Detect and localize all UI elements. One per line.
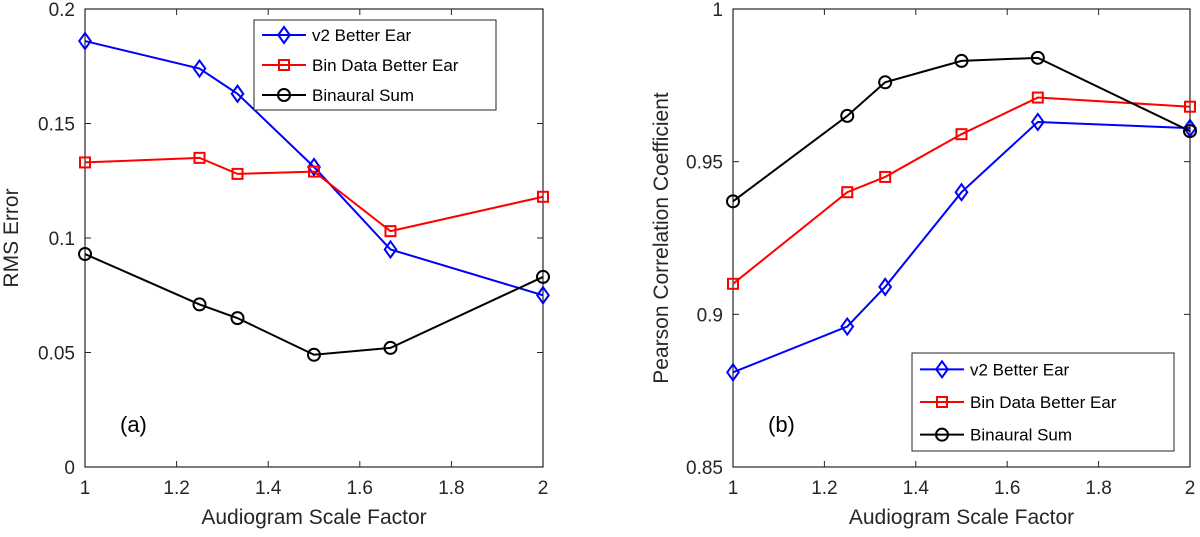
y-tick-label: 0.1 [49, 229, 75, 250]
legend-swatch-marker [936, 396, 948, 408]
data-point [726, 194, 740, 209]
chart-panel-2: 1 1.2 1.4 1.6 1.8 2 0.85 0.9 0.95 1 Audiogram Scal… [650, 0, 1197, 529]
legend-entry: v2 Better Ear [312, 26, 412, 45]
x-tick-label: 1.2 [811, 478, 837, 499]
x-tick-label: 1.4 [255, 478, 282, 499]
data-point [230, 84, 245, 104]
legend-entry: Binaural Sum [312, 86, 414, 105]
data-point [536, 269, 550, 284]
data-point [878, 75, 893, 90]
y-tick-label: 1 [712, 0, 723, 21]
data-point [79, 156, 91, 169]
x-tick-label: 1.2 [163, 478, 189, 499]
x-tick-label: 1 [728, 478, 739, 499]
y-axis-label: Pearson Correlation Coefficient [650, 92, 673, 384]
legend-swatch-marker [278, 59, 290, 71]
data-point [1184, 100, 1196, 113]
legend-entry: v2 Better Ear [970, 360, 1070, 379]
x-tick-label: 1.8 [438, 478, 464, 499]
y-tick-label: 0.95 [686, 153, 723, 174]
data-point [230, 311, 245, 326]
x-tick-label: 1.6 [347, 478, 373, 499]
data-point [879, 170, 892, 183]
y-tick-label: 0.15 [38, 115, 75, 136]
legend-swatch-marker [277, 25, 291, 45]
data-point [78, 31, 92, 51]
series-line [84, 40, 544, 297]
data-point [727, 277, 739, 290]
legend: v2 Better Ear Bin Data Better Ear Binaural… [911, 352, 1175, 452]
legend-swatch-marker [277, 88, 291, 102]
data-point [192, 297, 207, 312]
data-point [841, 186, 854, 199]
y-tick-label: 0.05 [38, 344, 75, 365]
data-point [192, 58, 207, 79]
legend-entry: Bin Data Better Ear [312, 56, 459, 75]
data-point [878, 277, 893, 297]
data-point [193, 151, 206, 164]
series-diamond [78, 31, 550, 305]
data-point [1030, 50, 1045, 65]
y-tick-label: 0 [64, 458, 75, 479]
x-tick-label: 1 [80, 478, 91, 499]
series-square [727, 91, 1196, 290]
series-line [84, 253, 544, 356]
data-point [840, 316, 855, 337]
series-line [732, 56, 1191, 203]
y-axis-label: RMS Error [0, 188, 23, 287]
plot-box [732, 8, 1191, 468]
data-point [726, 362, 740, 383]
data-point [307, 347, 321, 362]
series-line [732, 120, 1191, 374]
data-point [308, 165, 320, 178]
x-tick-label: 1.6 [994, 478, 1020, 499]
chart-panel-1: 1 1.2 1.4 1.6 1.8 2 0 0.05 0.1 0.15 0.2 Audiogram S… [0, 0, 550, 529]
x-tick-label: 2 [538, 478, 549, 499]
data-point [78, 247, 92, 262]
data-point [383, 239, 398, 260]
series-square [79, 151, 549, 238]
y-tick-label: 0.9 [697, 305, 723, 326]
panel-label: (b) [768, 412, 795, 437]
x-axis-label: Audiogram Scale Factor [201, 506, 426, 529]
y-tick-label: 0.2 [49, 0, 75, 21]
x-tick-label: 1.4 [903, 478, 930, 499]
data-point [231, 167, 244, 180]
x-tick-label: 1.8 [1085, 478, 1111, 499]
data-point [1031, 91, 1044, 104]
data-point [955, 128, 968, 141]
data-point [383, 340, 398, 355]
x-tick-label: 2 [1185, 478, 1196, 499]
data-point [954, 53, 969, 68]
x-axis-label: Audiogram Scale Factor [849, 506, 1074, 529]
data-point [536, 285, 550, 305]
series-line [84, 156, 544, 233]
panel-label: (a) [120, 412, 147, 437]
legend-entry: Binaural Sum [970, 426, 1072, 445]
data-point [307, 157, 321, 177]
series-circle [726, 50, 1197, 209]
legend-swatch-marker [935, 427, 949, 442]
data-point [537, 190, 549, 203]
data-point [954, 182, 969, 202]
data-point [1183, 124, 1197, 139]
legend: v2 Better Ear Bin Data Better Ear Binaural… [253, 19, 497, 111]
data-point [840, 108, 855, 123]
legend-swatch-marker [935, 359, 949, 380]
y-tick-label: 0.85 [686, 458, 723, 479]
series-circle [78, 247, 550, 362]
data-point [384, 225, 397, 238]
series-line [732, 96, 1191, 285]
series-diamond [726, 112, 1197, 383]
data-point [1030, 112, 1045, 132]
legend-entry: Bin Data Better Ear [970, 393, 1117, 412]
